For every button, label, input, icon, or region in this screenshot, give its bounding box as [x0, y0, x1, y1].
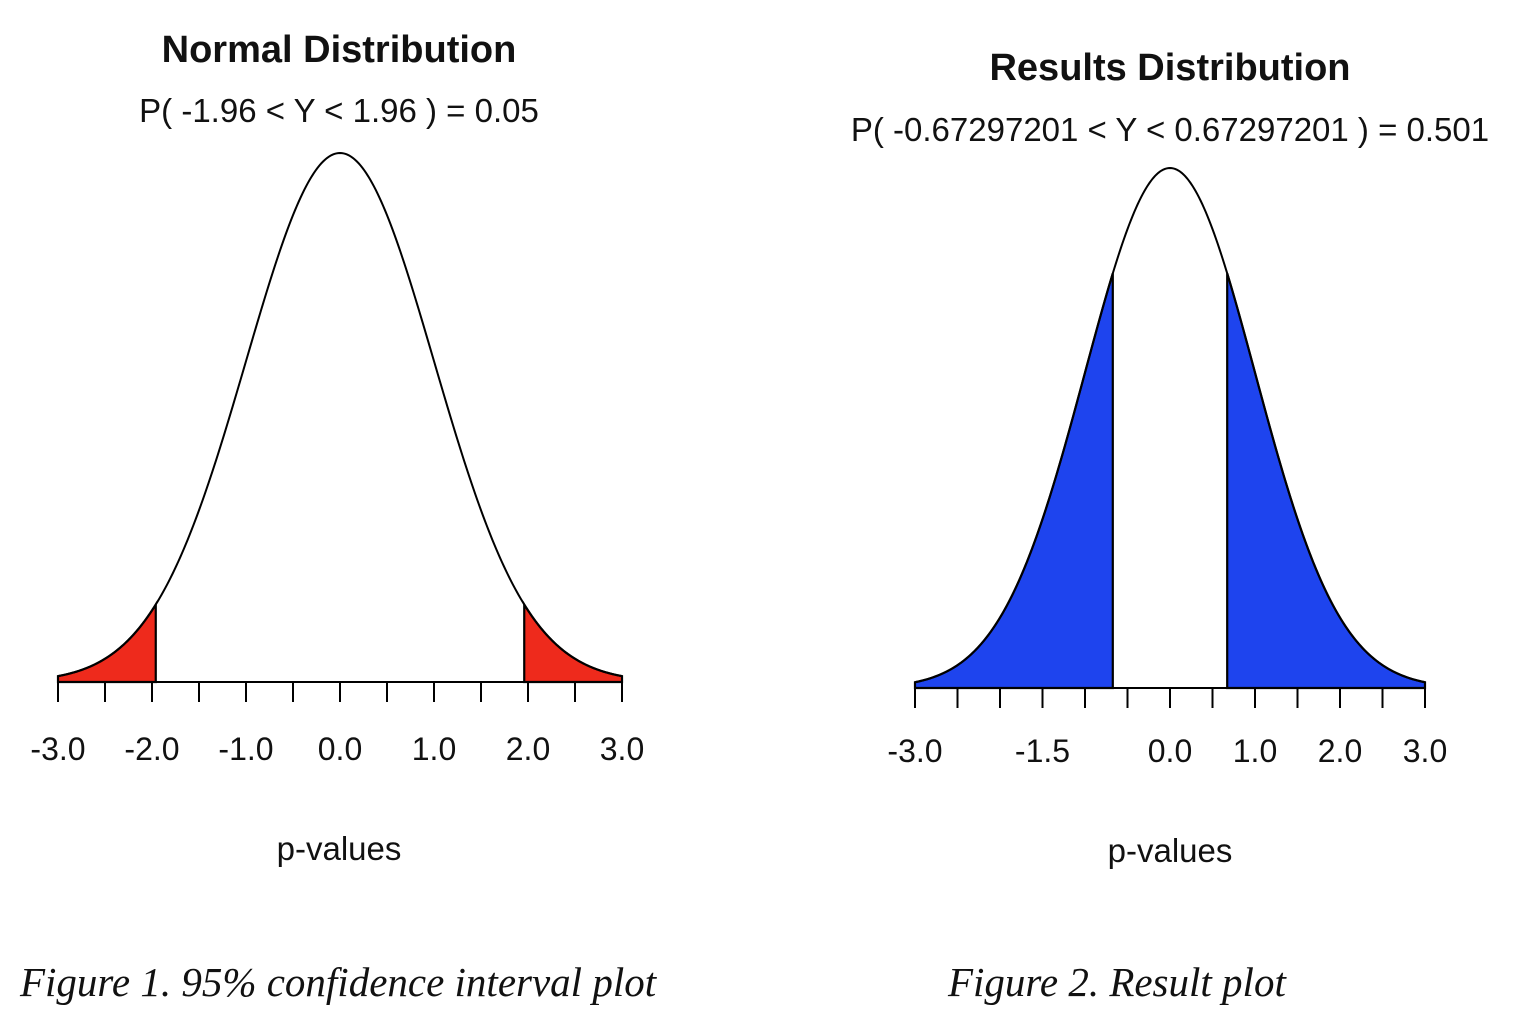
- x-tick-label: 0.0: [318, 731, 362, 767]
- plot-area: -3.0 -2.0 -1.0 0.0 1.0 2.0 3.0: [30, 151, 644, 767]
- x-axis-label: p-values: [277, 830, 402, 867]
- left-tail-region: [56, 600, 157, 684]
- chart-title: Results Distribution: [989, 47, 1350, 89]
- x-tick-label: -1.0: [218, 731, 273, 767]
- plot-area: -3.0 -1.5 0.0 1.0 2.0 3.0: [887, 166, 1447, 769]
- x-tick-label: 1.0: [412, 731, 456, 767]
- figure-caption: Figure 2. Result plot: [948, 959, 1286, 1005]
- normal-distribution-chart: Normal Distribution P( -1.96 < Y < 1.96 …: [30, 29, 644, 867]
- density-curve: [57, 151, 623, 678]
- chart-title: Normal Distribution: [162, 29, 517, 71]
- x-tick-label: -2.0: [124, 731, 179, 767]
- chart-subtitle: P( -0.67297201 < Y < 0.67297201 ) = 0.50…: [851, 111, 1489, 148]
- x-axis-label: p-values: [1108, 832, 1233, 869]
- results-distribution-chart: Results Distribution P( -0.67297201 < Y …: [851, 47, 1489, 869]
- x-tick-label: 0.0: [1148, 733, 1192, 769]
- x-tick-label: 3.0: [1403, 733, 1447, 769]
- x-tick-label: -1.5: [1015, 733, 1070, 769]
- chart-subtitle: P( -1.96 < Y < 1.96 ) = 0.05: [139, 92, 539, 129]
- left-tail-region: [913, 273, 1114, 690]
- density-curve: [914, 166, 1426, 684]
- x-tick-label: 2.0: [506, 731, 550, 767]
- right-tail-region: [1226, 273, 1427, 690]
- x-tick-label: -3.0: [30, 731, 85, 767]
- x-tick-label: 2.0: [1318, 733, 1362, 769]
- x-tick-label: -3.0: [887, 733, 942, 769]
- x-tick-label: 3.0: [600, 731, 644, 767]
- x-tick-label: 1.0: [1233, 733, 1277, 769]
- right-tail-region: [523, 600, 624, 684]
- figure-caption: Figure 1. 95% confidence interval plot: [20, 959, 657, 1005]
